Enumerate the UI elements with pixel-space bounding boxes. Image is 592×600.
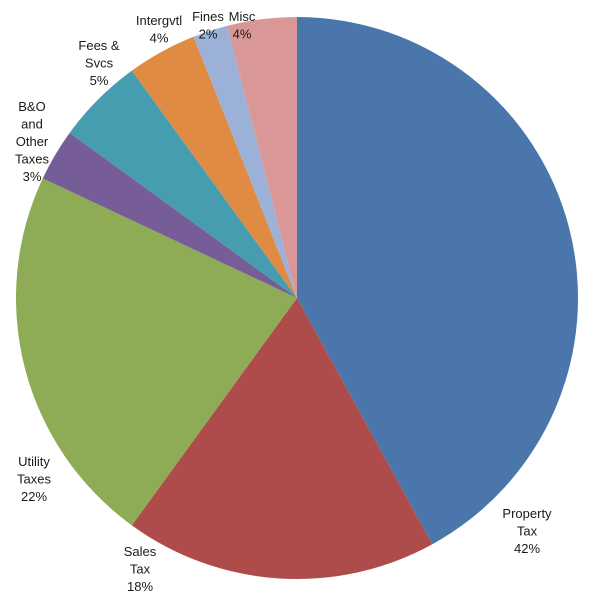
slice-label-fines: Fines 2% bbox=[192, 9, 224, 42]
slice-percent: 2% bbox=[199, 27, 218, 42]
slice-label-line: Tax bbox=[130, 562, 151, 577]
slice-percent: 42% bbox=[514, 541, 540, 556]
slice-label-line: Sales bbox=[124, 544, 157, 559]
pie-slice-intergvtl bbox=[131, 36, 297, 298]
slice-label-b-o-and-other-taxes: B&O and Other Taxes 3% bbox=[15, 99, 49, 184]
pie-slice-sales-tax bbox=[131, 298, 433, 579]
slice-label-line: Utility bbox=[18, 454, 50, 469]
slice-label-line: B&O bbox=[18, 99, 45, 114]
slice-label-line: Fines bbox=[192, 9, 224, 24]
slice-label-utility-taxes: Utility Taxes 22% bbox=[17, 454, 51, 504]
slice-label-line: Taxes bbox=[15, 152, 49, 167]
pie-slice-utility-taxes bbox=[16, 178, 297, 526]
slice-label-line: Property bbox=[502, 506, 552, 521]
slice-percent: 22% bbox=[21, 489, 47, 504]
slice-label-line: Fees & bbox=[78, 38, 120, 53]
slice-label-sales-tax: Sales Tax 18% bbox=[124, 544, 157, 594]
slice-label-intergvtl: Intergvtl 4% bbox=[136, 13, 182, 46]
slice-label-line: Other bbox=[16, 134, 49, 149]
pie-slice-fines bbox=[193, 25, 297, 299]
slice-percent: 5% bbox=[90, 73, 109, 88]
pie-slice-property-tax bbox=[297, 17, 578, 545]
slice-label-line: Intergvtl bbox=[136, 13, 182, 28]
slice-label-line: Misc bbox=[229, 9, 256, 24]
slice-percent: 4% bbox=[233, 27, 252, 42]
pie-slice-fees-svcs bbox=[69, 70, 297, 298]
slice-percent: 3% bbox=[23, 169, 42, 184]
pie-labels: Property Tax 42% Sales Tax 18% Utility Taxes 22%… bbox=[15, 9, 552, 594]
pie-slices bbox=[16, 17, 578, 579]
slice-label-line: Taxes bbox=[17, 472, 51, 487]
slice-percent: 18% bbox=[127, 579, 153, 594]
slice-percent: 4% bbox=[150, 31, 169, 46]
slice-label-line: Tax bbox=[517, 524, 538, 539]
slice-label-property-tax: Property Tax 42% bbox=[502, 506, 552, 556]
slice-label-fees-svcs: Fees & Svcs 5% bbox=[78, 38, 120, 88]
slice-label-line: Svcs bbox=[85, 56, 114, 71]
slice-label-line: and bbox=[21, 117, 43, 132]
pie-slice-b-o-and-other-taxes bbox=[42, 132, 298, 298]
slice-label-misc: Misc 4% bbox=[229, 9, 256, 42]
pie-slice-misc bbox=[227, 17, 297, 298]
